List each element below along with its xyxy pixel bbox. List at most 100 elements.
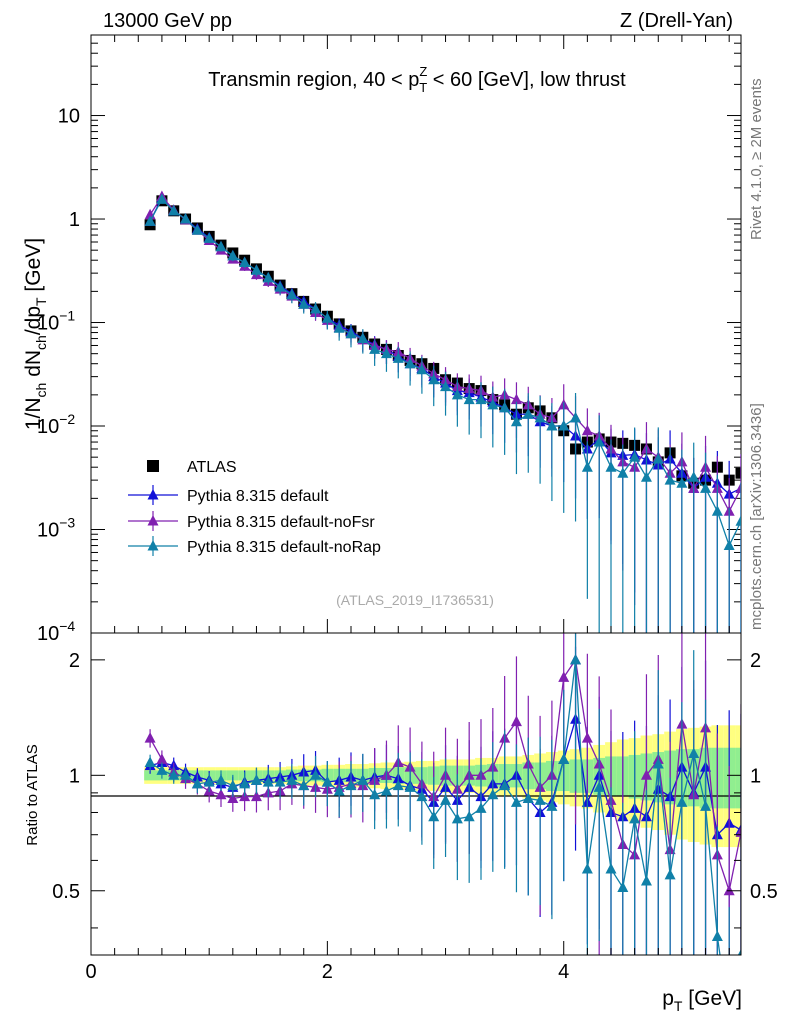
ratio-point: [640, 875, 652, 886]
data-point: [428, 373, 440, 385]
data-point: [203, 232, 215, 243]
ratio-point: [298, 779, 310, 791]
data-point: [475, 393, 487, 405]
ratio-point: [215, 774, 227, 785]
ratio-point: [180, 769, 192, 780]
ratio-point: [144, 732, 156, 743]
data-point: [250, 264, 262, 275]
data-point: [700, 482, 712, 493]
ratio-point: [428, 810, 440, 822]
ratio-point: [369, 788, 381, 800]
ratio-point: [321, 776, 333, 787]
ratio-point: [392, 779, 404, 791]
ratio-point: [451, 812, 463, 824]
ratio-point: [156, 753, 168, 764]
energy-label: 13000 GeV pp: [103, 10, 232, 32]
data-point: [440, 380, 452, 392]
ratio-point: [239, 777, 251, 789]
ratio-point: [333, 785, 345, 796]
ratio-data: [144, 633, 741, 955]
data-point: [191, 224, 203, 235]
data-point: [664, 474, 676, 485]
legend-entry-pythia-8-315-default-norap: Pythia 8.315 default-noRap: [128, 536, 381, 556]
ratio-point: [357, 774, 369, 785]
data-point: [558, 420, 570, 431]
ratio-y-axis: 2 2 1 1 0.5 0.5: [52, 650, 778, 929]
ratio-point: [676, 796, 688, 807]
data-point: [570, 411, 582, 423]
data-point: [581, 424, 593, 436]
ratio-point: [711, 930, 723, 941]
legend: ATLAS Pythia 8.315 default Pythia 8.315 de…: [128, 459, 381, 556]
y-tick-label: 10−1: [37, 308, 75, 335]
ratio-point: [593, 781, 605, 792]
data-point: [215, 240, 227, 252]
data-point: [676, 477, 688, 488]
ratio-panel: 2 2 1 1 0.5 0.5 0 2 4 Ratio to ATLAS pT [GeV]: [24, 35, 778, 1014]
legend-entry-pythia-8-315-default: Pythia 8.315 default: [128, 485, 329, 505]
ratio-point: [286, 774, 298, 785]
data-point: [156, 193, 168, 204]
data-point: [333, 322, 345, 333]
data-point: [451, 388, 463, 400]
data-point: [168, 204, 180, 216]
data-point: [310, 303, 322, 314]
legend-label: Pythia 8.315 default-noRap: [187, 539, 381, 556]
data-point: [298, 298, 310, 309]
x-tick-label: 4: [558, 961, 569, 983]
ratio-point: [144, 756, 156, 767]
x-axis-label: pT [GeV]: [662, 987, 742, 1014]
ratio-point: [617, 881, 629, 892]
ratio-point: [250, 790, 262, 802]
series-atlas: [144, 195, 741, 489]
data-point: [605, 461, 617, 472]
data-point: [416, 363, 428, 375]
data-point: [487, 398, 499, 410]
series-line: [149, 196, 741, 495]
data-point: [510, 415, 522, 427]
ratio-point: [440, 794, 452, 805]
data-point: [617, 467, 629, 478]
data-point: [357, 332, 369, 344]
data-point: [262, 271, 274, 283]
main-y-label: 1/Nch dNch/dpT [GeV]: [22, 238, 49, 430]
legend-entry-pythia-8-315-default-nofsr: Pythia 8.315 default-noFsr: [128, 511, 375, 531]
legend-marker: [147, 515, 159, 526]
data-point: [510, 393, 522, 405]
ratio-y-tick-label-left: 2: [69, 650, 80, 672]
ratio-point: [558, 753, 570, 764]
ratio-point: [510, 715, 522, 727]
data-point: [688, 471, 700, 482]
ratio-point: [522, 792, 534, 804]
ratio-y-label: Ratio to ATLAS: [24, 744, 41, 845]
band-inner-segment: [144, 770, 156, 781]
ratio-point: [262, 776, 274, 787]
series-line: [149, 195, 741, 513]
data-point: [735, 515, 741, 526]
data-point: [345, 327, 357, 339]
ratio-point: [640, 769, 652, 780]
y-tick-label: 10−2: [37, 411, 75, 438]
main-panel: Transmin region, 40 < pZ T < 60 [GeV], lo…: [22, 34, 742, 645]
y-tick-label: 10−3: [37, 515, 75, 542]
x-axis: 0 2 4: [85, 35, 730, 983]
ratio-point: [737, 949, 741, 955]
data-point: [239, 256, 251, 268]
ratio-point: [274, 776, 286, 787]
ratio-point: [380, 785, 392, 796]
ratio-point: [629, 812, 641, 824]
ratio-point: [558, 671, 570, 682]
ratio-y-tick-label-left: 0.5: [52, 881, 80, 903]
data-point: [404, 357, 416, 369]
ratio-point: [463, 810, 475, 822]
data-point: [180, 213, 192, 224]
data-point: [640, 471, 652, 482]
x-tick-label: 2: [322, 961, 333, 983]
legend-marker: [147, 489, 159, 500]
ratio-y-tick-label-right: 0.5: [750, 881, 778, 903]
ratio-point: [416, 790, 428, 802]
legend-label: ATLAS: [187, 459, 237, 476]
legend-marker: [147, 540, 159, 551]
data-point: [581, 461, 593, 472]
legend-marker: [147, 460, 159, 472]
